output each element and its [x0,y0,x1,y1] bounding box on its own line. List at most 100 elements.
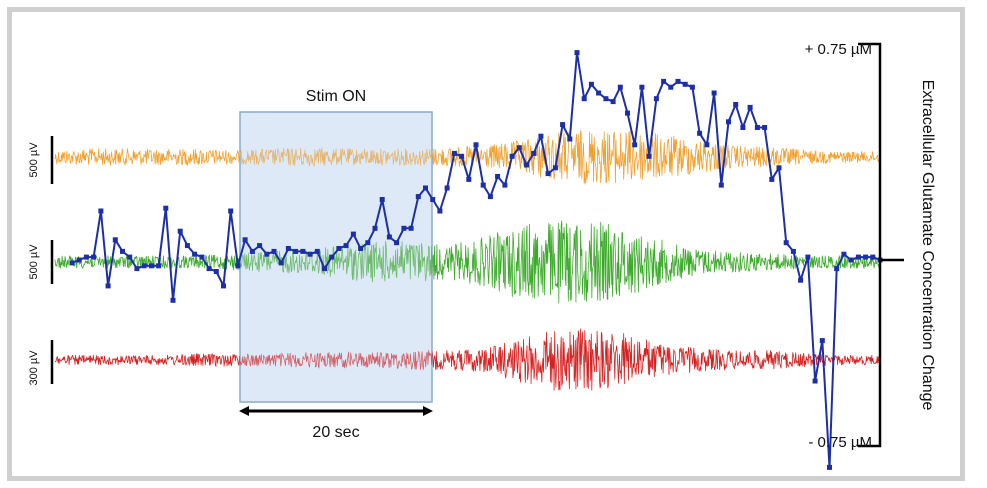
glutamate-point [466,176,472,182]
glutamate-point [451,150,457,156]
glutamate-point [257,243,263,249]
glutamate-point [502,182,508,188]
glutamate-point [372,225,378,231]
glutamate-point [682,81,688,87]
glutamate-point [538,133,544,139]
glutamate-point [83,254,89,260]
glutamate-point [733,102,739,107]
glutamate-point [120,248,125,254]
glutamate-point [754,125,760,130]
glutamate-point [827,464,832,470]
stim-on-label: Stim ON [306,88,366,105]
glutamate-point [264,251,270,257]
glutamate-point [661,78,667,84]
glutamate-point [834,266,840,272]
glutamate-point [625,110,630,116]
glutamate-point [805,254,811,260]
glutamate-point [646,153,652,159]
glutamate-point [394,240,400,246]
glutamate-point [98,208,104,214]
glutamate-point [156,263,162,269]
glutamate-point [386,234,392,240]
glutamate-point [408,225,414,231]
glutamate-point [509,153,515,159]
glutamate-series [69,50,883,470]
glutamate-point [718,182,724,188]
glutamate-point [423,185,428,191]
glutamate-point [747,104,753,110]
glutamate-point [322,266,327,272]
glutamate-point [726,119,731,125]
glutamate-point [487,194,493,200]
glutamate-point [444,185,450,191]
glutamate-point [776,165,782,171]
glutamate-point [798,277,804,283]
glutamate-point [350,231,356,237]
glutamate-point [401,225,407,231]
glutamate-point [480,182,486,188]
glutamate-point [675,78,681,84]
glutamate-point [697,130,703,136]
glutamate-point [531,150,537,156]
scale-bars: 500 µV 500 µV 300 µV [28,136,54,386]
glutamate-point [863,254,869,260]
glutamate-point [603,96,609,102]
glutamate-point [415,194,421,200]
glutamate-point [228,208,234,214]
glutamate-point [293,248,299,254]
glutamate-point [870,254,876,260]
glutamate-point [69,260,75,266]
glutamate-point [343,243,349,249]
glutamate-point [112,237,118,243]
glutamate-point [653,96,659,102]
glutamate-point [632,142,638,148]
glutamate-point [184,243,190,249]
glutamate-point [437,208,443,214]
glutamate-point [221,283,226,289]
axis-top-label: + 0.75 µM [805,41,872,58]
glutamate-point [855,254,861,260]
glutamate-point [848,257,854,263]
glutamate-point [524,162,529,168]
stim-duration-label: 20 sec [312,424,359,441]
glutamate-point [574,50,580,56]
glutamate-point [278,260,284,266]
axis-title: Extracellular Glutamate Concentration Ch… [919,80,936,411]
glutamate-point [285,246,291,251]
glutamate-point [206,266,212,272]
scale-bar-label-2: 500 µV [28,244,40,280]
glutamate-point [552,165,558,171]
glutamate-point [199,254,205,260]
glutamate-point [783,240,789,246]
glutamate-point [336,246,342,251]
glutamate-point [329,254,335,260]
glutamate-point [762,125,768,130]
glutamate-point [271,248,277,254]
glutamate-point [581,96,587,102]
glutamate-point [610,99,616,105]
scale-bar-label-3: 300 µV [28,350,40,386]
glutamate-point [105,283,111,289]
glutamate-point [365,240,371,246]
glutamate-point [213,269,219,274]
glutamate-point [192,251,198,257]
glutamate-point [588,81,594,87]
glutamate-point [242,237,248,243]
glutamate-point [841,251,847,257]
glutamate-point [170,297,176,303]
glutamate-point [235,263,241,269]
eeg-trace-orange-overlay [54,130,881,185]
glutamate-point [163,205,169,211]
glutamate-point [704,142,710,148]
glutamate-point [790,248,796,254]
glutamate-point [596,90,602,96]
glutamate-point [473,142,479,148]
glutamate-point [307,251,313,257]
glutamate-point [740,125,746,130]
glutamate-point [617,84,623,90]
eeg-traces-over [54,130,881,391]
glutamate-point [177,228,183,234]
glutamate-point [148,263,154,269]
scale-bar-label-1: 500 µV [28,142,40,178]
